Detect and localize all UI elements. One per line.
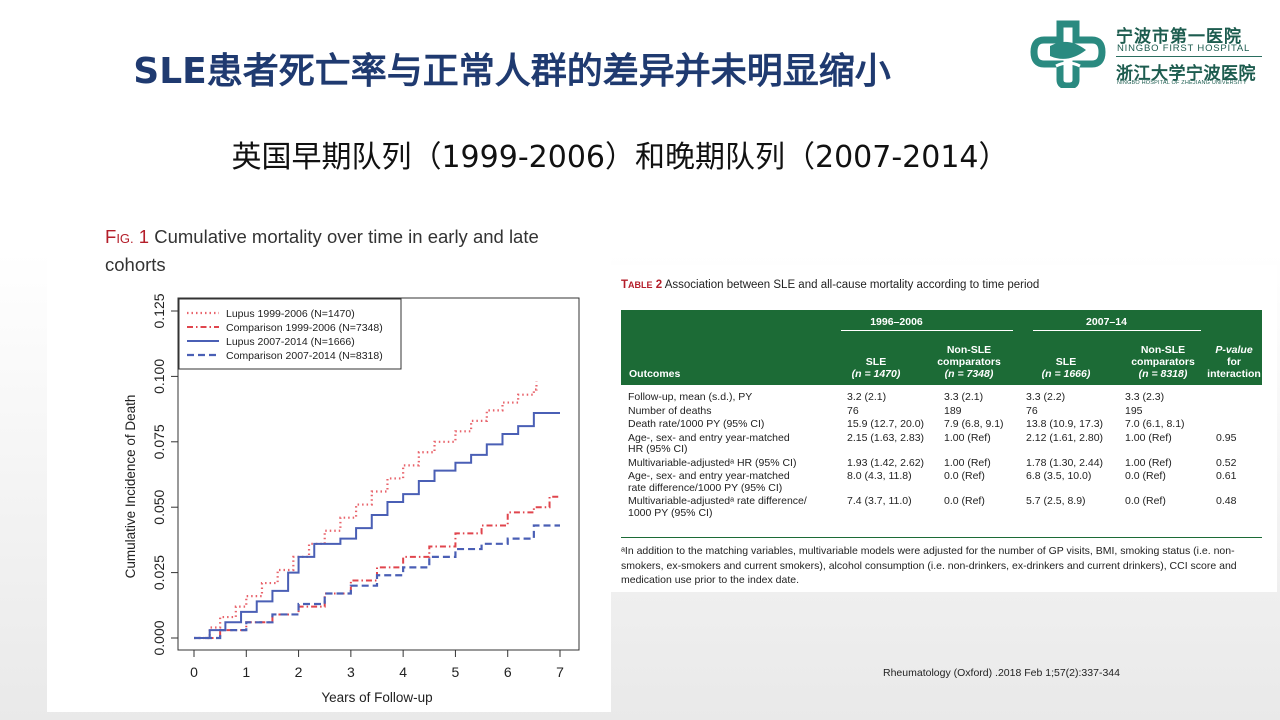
table-cell: Age-, sex- and entry year-matched rate d… [628,470,790,494]
table-cell: Multivariable-adjustedᵃ HR (95% CI) [628,456,797,469]
logo-en-bottom: NINGBO HOSPITAL OF ZHEJIANG UNIVERSITY [1117,80,1247,86]
table-cell: 6.8 (3.5, 10.0) [1026,470,1092,482]
table-cell: 0.0 (Ref) [1125,495,1166,507]
table-cell: 189 [944,404,962,417]
x-tick-label: 5 [452,664,460,680]
table-cell: 1.00 (Ref) [1125,431,1172,444]
table-cell: 0.0 (Ref) [944,495,985,507]
table-cell: 1.93 (1.42, 2.62) [847,456,925,469]
header-sle-early: SLE (n = 1470) [851,356,901,380]
table-cell: 1.78 (1.30, 2.44) [1026,456,1104,469]
y-tick-label: 0.025 [151,555,167,590]
table-cell: 3.3 (2.2) [1026,391,1066,403]
table-cell: 0.61 [1216,470,1237,482]
slide-subtitle: 英国早期队列（1999-2006）和晚期队列（2007-2014） [231,140,1009,175]
table-cell: 76 [847,404,859,417]
table-cell: 2.15 (1.63, 2.83) [847,431,925,444]
x-tick-label: 0 [190,664,198,680]
y-tick-label: 0.125 [151,293,167,328]
table-cell: 0.48 [1216,495,1237,507]
table-bottom-rule [621,537,1262,538]
group-rule-early [841,330,1013,331]
legend-label: Lupus 2007-2014 (N=1666) [226,336,355,348]
table-cell: 0.0 (Ref) [1125,470,1166,482]
y-axis-label: Cumulative Incidence of Death [123,395,138,579]
legend-box [178,298,402,370]
figure-caption-text: Cumulative mortality over time in early … [105,226,539,275]
x-tick-label: 2 [295,664,303,680]
table-cell: 0.52 [1216,456,1237,469]
table-cell: 1.00 (Ref) [944,431,991,444]
header-nonsle-early: Non-SLE comparators (n = 7348) [937,344,1001,380]
figure-panel: FIG. 1 Cumulative mortality over time in… [47,198,611,712]
mortality-line-chart: 0 1 2 3 4 5 6 7 0.000 0.025 0.050 0.075 0.100 0.125 Ye… [123,293,580,705]
header-outcomes: Outcomes [629,368,681,380]
group-rule-late [1033,330,1201,331]
header-sle-late: SLE (n = 1666) [1041,356,1091,380]
table-label: TABLE 2 [621,279,663,291]
x-tick-label: 7 [556,664,564,680]
slide-title: SLE患者死亡率与正常人群的差异并未明显缩小 [133,51,891,92]
y-tick-label: 0.050 [151,489,167,524]
figure-label: FIG. 1 [105,226,150,247]
table-cell: 3.3 (2.3) [1125,391,1165,403]
table-cell: 13.8 (10.9, 17.3) [1026,418,1104,430]
table-cell: Multivariable-adjustedᵃ rate difference/… [628,495,807,519]
group-header-late: 2007–14 [1086,316,1127,328]
table-cell: Age-, sex- and entry year-matched HR (95… [628,431,790,455]
series-line [194,381,538,640]
figure-caption: FIG. 1 Cumulative mortality over time in… [105,224,595,278]
legend-label: Comparison 2007-2014 (N=8318) [226,350,383,362]
x-tick-label: 3 [347,664,355,680]
table-cell: 0.95 [1216,431,1237,444]
table-cell: 7.0 (6.1, 8.1) [1125,418,1185,430]
table-cell: 5.7 (2.5, 8.9) [1026,495,1086,507]
table-caption: TABLE 2 Association between SLE and all-… [621,279,1039,291]
table-cell: 0.0 (Ref) [944,470,985,482]
logo-en-top: NINGBO FIRST HOSPITAL [1117,43,1251,54]
logo-divider [1116,56,1262,57]
table-cell: 8.0 (4.3, 11.8) [847,470,912,482]
table-cell: 7.4 (3.7, 11.0) [847,495,912,507]
x-tick-label: 4 [399,664,407,680]
table-cell: 1.00 (Ref) [1125,456,1172,469]
table-caption-text: Association between SLE and all-cause mo… [664,279,1040,291]
citation: Rheumatology (Oxford) .2018 Feb 1;57(2):… [883,667,1120,679]
table-cell: 3.2 (2.1) [847,391,887,403]
header-nonsle-late: Non-SLE comparators (n = 8318) [1131,344,1195,380]
x-tick-label: 6 [504,664,512,680]
table-cell: 7.9 (6.8, 9.1) [944,418,1004,430]
y-tick-label: 0.000 [151,620,167,655]
table-header: 1996–2006 2007–14 Outcomes SLE (n = 1470) N… [621,310,1262,385]
legend-label: Comparison 1999-2006 (N=7348) [226,322,383,334]
table-cell: Number of deaths [628,404,712,417]
x-tick-label: 1 [242,664,250,680]
series-line [194,412,560,639]
plot-frame [177,297,580,651]
x-axis-label: Years of Follow-up [321,690,432,705]
legend-label: Lupus 1999-2006 (N=1470) [226,308,355,320]
series-line [194,495,560,639]
logo-cn-top: 宁波市第一医院 [1116,27,1242,46]
header-pvalue: P-value for interaction [1207,344,1261,380]
table-cell: 1.00 (Ref) [944,456,991,469]
table-cell: 15.9 (12.7, 20.0) [847,418,925,430]
hospital-logo: 宁波市第一医院 NINGBO FIRST HOSPITAL 浙江大学宁波医院 N… [1030,18,1275,90]
table-cell: 76 [1026,404,1038,417]
table-footnote: ᵃIn addition to the matching variables, … [621,545,1237,586]
table-cell: 3.3 (2.1) [944,391,984,403]
table-cell: Follow-up, mean (s.d.), PY [628,391,753,403]
hospital-cross-logo-icon [1030,20,1106,88]
logo-cn-bottom: 浙江大学宁波医院 [1116,64,1256,83]
y-tick-label: 0.100 [151,359,167,394]
table-cell: Death rate/1000 PY (95% CI) [628,418,765,430]
y-tick-label: 0.075 [151,424,167,459]
series-line [194,524,560,640]
table-cell: 195 [1125,404,1143,417]
group-header-early: 1996–2006 [870,316,923,328]
table-panel: TABLE 2 Association between SLE and all-… [611,265,1277,592]
table-cell: 2.12 (1.61, 2.80) [1026,431,1104,444]
